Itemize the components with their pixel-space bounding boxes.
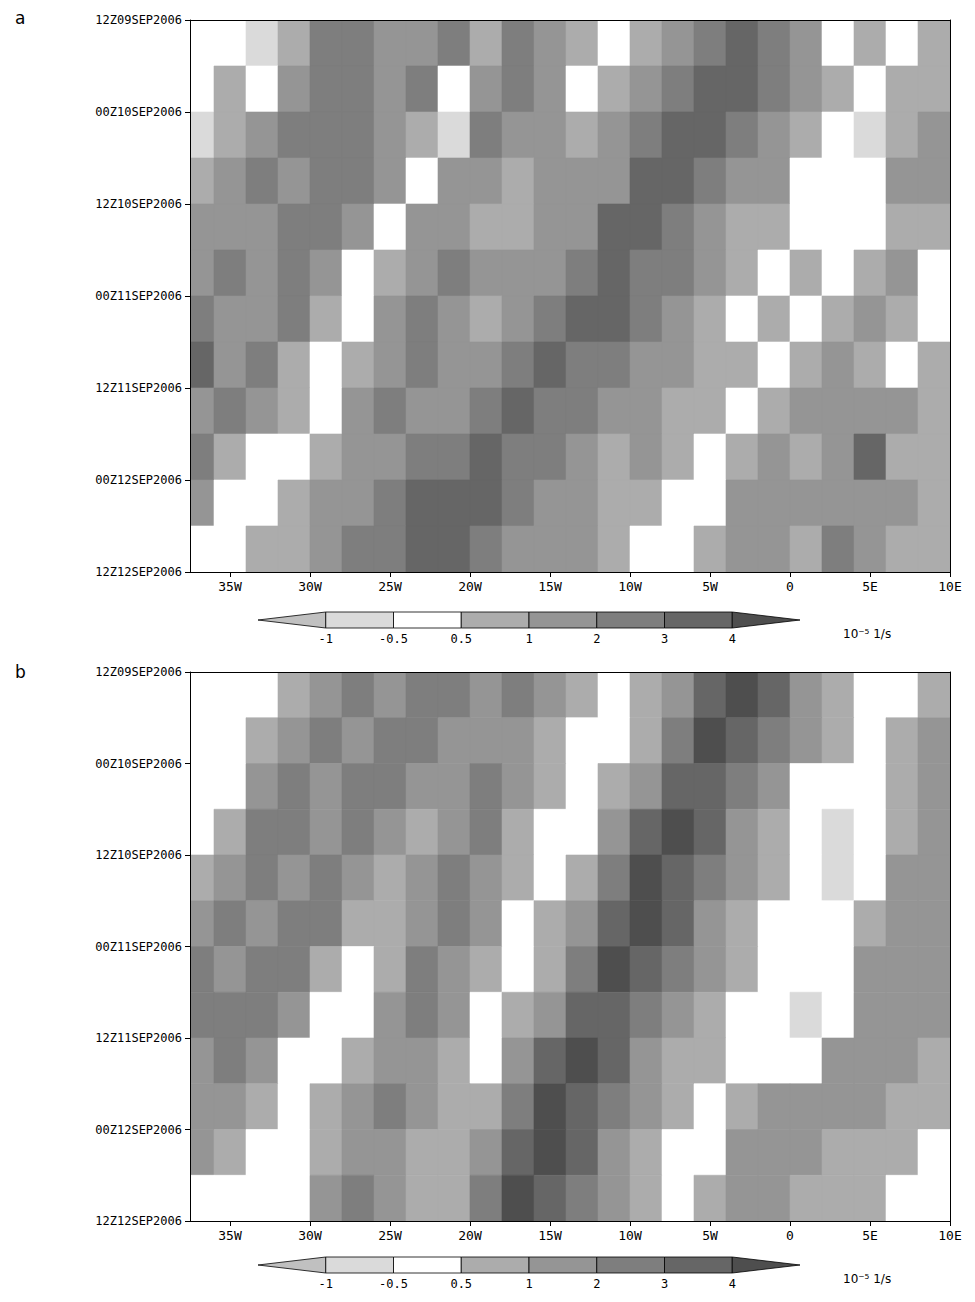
svg-text:15W: 15W xyxy=(538,1228,562,1243)
svg-text:10⁻⁵ 1/s: 10⁻⁵ 1/s xyxy=(843,1272,891,1286)
svg-text:12Z10SEP2006: 12Z10SEP2006 xyxy=(95,197,182,211)
svg-text:0: 0 xyxy=(786,1228,794,1243)
svg-text:4: 4 xyxy=(729,632,736,646)
svg-text:b: b xyxy=(15,662,26,682)
svg-text:5E: 5E xyxy=(862,579,878,594)
svg-text:2: 2 xyxy=(593,1277,600,1291)
svg-text:3: 3 xyxy=(661,1277,668,1291)
svg-text:00Z12SEP2006: 00Z12SEP2006 xyxy=(95,1123,182,1137)
svg-text:12Z10SEP2006: 12Z10SEP2006 xyxy=(95,848,182,862)
svg-text:0.5: 0.5 xyxy=(450,1277,472,1291)
svg-text:-1: -1 xyxy=(319,632,333,646)
svg-text:0.5: 0.5 xyxy=(450,632,472,646)
svg-text:30W: 30W xyxy=(298,579,322,594)
svg-text:1: 1 xyxy=(525,632,532,646)
svg-text:20W: 20W xyxy=(458,579,482,594)
svg-text:5E: 5E xyxy=(862,1228,878,1243)
svg-text:10W: 10W xyxy=(618,1228,642,1243)
svg-text:00Z10SEP2006: 00Z10SEP2006 xyxy=(95,105,182,119)
svg-text:12Z09SEP2006: 12Z09SEP2006 xyxy=(95,13,182,27)
svg-text:12Z09SEP2006: 12Z09SEP2006 xyxy=(95,665,182,679)
svg-text:5W: 5W xyxy=(702,1228,718,1243)
svg-text:12Z11SEP2006: 12Z11SEP2006 xyxy=(95,381,182,395)
svg-text:25W: 25W xyxy=(378,579,402,594)
svg-text:2: 2 xyxy=(593,632,600,646)
svg-text:00Z11SEP2006: 00Z11SEP2006 xyxy=(95,289,182,303)
svg-text:25W: 25W xyxy=(378,1228,402,1243)
svg-text:0: 0 xyxy=(786,579,794,594)
svg-text:10W: 10W xyxy=(618,579,642,594)
svg-text:3: 3 xyxy=(661,632,668,646)
svg-text:10E: 10E xyxy=(938,579,961,594)
svg-text:10⁻⁵ 1/s: 10⁻⁵ 1/s xyxy=(843,627,891,641)
svg-text:a: a xyxy=(15,8,25,28)
svg-text:10E: 10E xyxy=(938,1228,961,1243)
svg-text:12Z11SEP2006: 12Z11SEP2006 xyxy=(95,1031,182,1045)
svg-text:-0.5: -0.5 xyxy=(379,1277,408,1291)
svg-text:-1: -1 xyxy=(319,1277,333,1291)
svg-text:4: 4 xyxy=(729,1277,736,1291)
svg-text:30W: 30W xyxy=(298,1228,322,1243)
svg-text:35W: 35W xyxy=(218,1228,242,1243)
svg-text:00Z11SEP2006: 00Z11SEP2006 xyxy=(95,940,182,954)
svg-text:20W: 20W xyxy=(458,1228,482,1243)
svg-text:12Z12SEP2006: 12Z12SEP2006 xyxy=(95,1214,182,1228)
svg-text:-0.5: -0.5 xyxy=(379,632,408,646)
svg-text:35W: 35W xyxy=(218,579,242,594)
svg-text:12Z12SEP2006: 12Z12SEP2006 xyxy=(95,565,182,579)
svg-text:1: 1 xyxy=(525,1277,532,1291)
svg-text:00Z10SEP2006: 00Z10SEP2006 xyxy=(95,757,182,771)
svg-text:5W: 5W xyxy=(702,579,718,594)
svg-text:00Z12SEP2006: 00Z12SEP2006 xyxy=(95,473,182,487)
svg-text:15W: 15W xyxy=(538,579,562,594)
